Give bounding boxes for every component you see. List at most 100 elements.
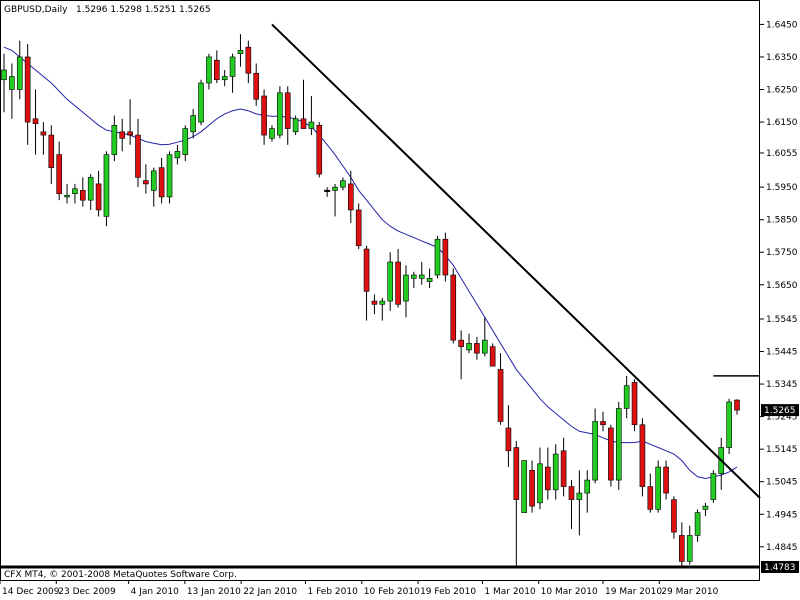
candle — [481, 317, 488, 357]
support-price-label: 1.4783 — [764, 563, 796, 573]
candle-body — [87, 177, 94, 201]
candle — [592, 408, 598, 484]
candle-body — [182, 128, 189, 155]
candle — [143, 164, 149, 194]
candle-body — [513, 447, 520, 500]
candle — [135, 118, 141, 188]
candle-body — [584, 479, 591, 494]
y-tick-label: 1.6350 — [766, 53, 798, 63]
candle-body — [592, 421, 598, 481]
candle — [40, 122, 47, 155]
candle-body — [537, 463, 543, 504]
candle-body — [655, 466, 661, 510]
candle — [253, 63, 260, 106]
candle-body — [292, 118, 299, 133]
candle — [403, 265, 409, 318]
candle-body — [686, 535, 693, 562]
candle — [710, 470, 717, 503]
x-tick-label: 4 Jan 2010 — [131, 587, 179, 597]
candle-body — [529, 470, 535, 507]
candle-body — [135, 134, 141, 178]
candle-body — [80, 190, 86, 201]
y-tick-label: 1.5850 — [766, 216, 798, 226]
candle — [300, 79, 307, 129]
support-price-tag — [761, 560, 799, 573]
candle-body — [379, 300, 386, 305]
candle — [529, 460, 535, 513]
candle-body — [474, 343, 480, 354]
candle — [694, 509, 701, 542]
candle — [521, 460, 527, 513]
candle-body — [190, 115, 196, 133]
candle — [80, 177, 86, 207]
candle — [190, 109, 196, 139]
candle-body — [48, 134, 55, 168]
x-tick-label: 1 Feb 2010 — [308, 587, 359, 597]
y-tick-label: 1.5345 — [766, 380, 798, 390]
candle-body — [119, 131, 126, 139]
candle-body — [332, 186, 338, 191]
candle — [631, 379, 638, 432]
x-tick-label: 10 Mar 2010 — [541, 587, 598, 597]
ohlc-readout: 1.5296 1.5298 1.5251 1.5265 — [76, 5, 211, 15]
candle — [466, 333, 472, 354]
candle-body — [64, 194, 70, 198]
candle — [127, 99, 133, 145]
candle-body — [458, 339, 464, 347]
candle — [576, 470, 583, 536]
candle-body — [371, 300, 378, 305]
candle — [64, 183, 70, 204]
candle — [1, 53, 7, 113]
plot-border — [0, 0, 760, 581]
candle-body — [95, 183, 102, 211]
candle-body — [663, 466, 669, 494]
candle-body — [111, 125, 118, 155]
y-tick-label: 1.4945 — [766, 510, 798, 520]
candle — [458, 330, 464, 380]
candle — [560, 437, 567, 497]
candle-body — [434, 238, 441, 276]
x-tick-label: 14 Dec 2009 — [2, 587, 60, 597]
candle — [324, 187, 331, 197]
candle-body — [387, 261, 394, 302]
candle — [426, 268, 433, 289]
candle — [671, 496, 677, 539]
candle-body — [198, 82, 204, 123]
candle — [497, 353, 504, 425]
candle-body — [418, 274, 425, 279]
candle-body — [143, 180, 149, 185]
candle-body — [726, 401, 732, 448]
candle-body — [489, 346, 496, 367]
candle — [284, 86, 291, 145]
candle-body — [16, 56, 23, 90]
candle — [119, 118, 126, 152]
candle — [395, 248, 401, 308]
candle-body — [32, 118, 39, 124]
candle — [411, 271, 417, 289]
y-tick-label: 1.4845 — [766, 543, 798, 553]
candle-body — [647, 486, 654, 510]
candle-body — [237, 50, 244, 55]
candle — [198, 79, 204, 126]
candle-body — [560, 450, 567, 487]
candle-body — [623, 385, 630, 409]
candles — [1, 34, 740, 568]
candle-body — [395, 261, 401, 305]
candle-body — [497, 369, 504, 422]
x-tick-label: 10 Feb 2010 — [364, 587, 420, 597]
candle-body — [568, 486, 575, 500]
candle-body — [505, 427, 512, 452]
x-tick-label: 19 Feb 2010 — [420, 587, 476, 597]
candle — [363, 245, 370, 321]
candle — [489, 343, 496, 367]
candle-body — [150, 170, 157, 191]
y-tick-label: 1.6055 — [766, 149, 798, 159]
candle — [16, 40, 23, 100]
candle-body — [300, 118, 307, 129]
candle-body — [702, 505, 709, 510]
candle — [639, 418, 646, 497]
candle — [686, 525, 693, 565]
candle — [174, 144, 181, 165]
y-tick-label: 1.5245 — [766, 413, 798, 423]
